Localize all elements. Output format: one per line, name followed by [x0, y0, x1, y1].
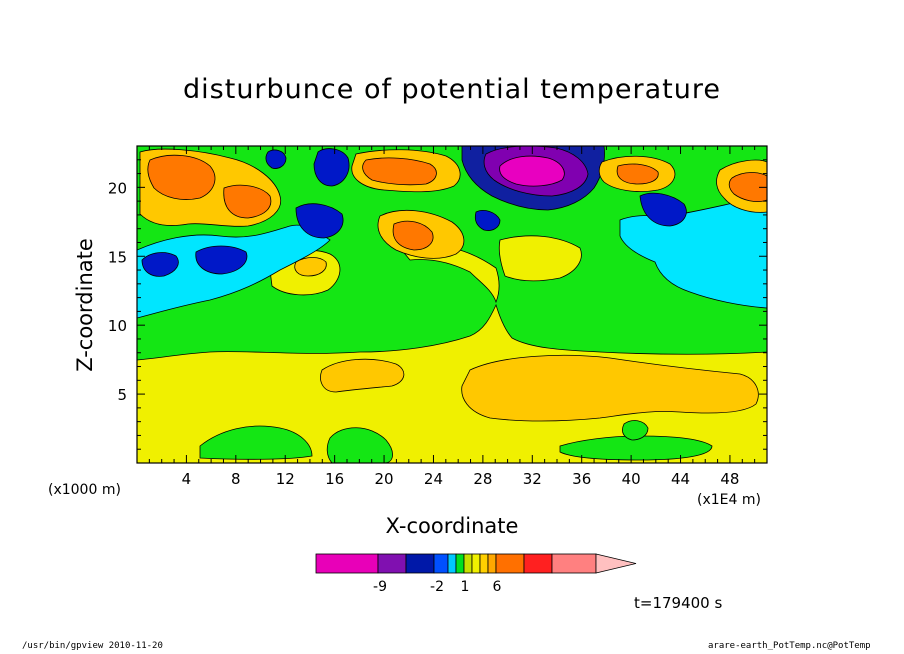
- footer-left: /usr/bin/gpview 2010-11-20: [22, 641, 163, 651]
- region-blue-patch: [474, 210, 501, 231]
- x-tick-label: 28: [473, 470, 492, 488]
- x-tick-label: 44: [671, 470, 690, 488]
- x-tick-label: 16: [325, 470, 344, 488]
- region-light-orange-lower: [320, 358, 405, 393]
- colorbar: -9 -2 1 6: [315, 553, 637, 595]
- x-tick-label: 48: [720, 470, 739, 488]
- region-orange-patch: [392, 220, 434, 251]
- colorbar-swatch: [495, 553, 525, 574]
- x-tick-label: 36: [572, 470, 591, 488]
- region-orange-patch: [223, 184, 272, 219]
- region-green-bottom: [199, 425, 313, 460]
- colorbar-swatch: [463, 553, 473, 574]
- colorbar-swatch: [551, 553, 597, 574]
- chart-title: disturbunce of potential temperature: [183, 74, 721, 105]
- time-label: t=179400 s: [634, 594, 723, 612]
- x-axis-label: X-coordinate: [385, 514, 519, 538]
- colorbar-swatch: [405, 553, 435, 574]
- colorbar-swatch: [471, 553, 481, 574]
- y-tick-label: 15: [108, 248, 127, 266]
- x-unit-label: (x1000 m): [48, 482, 121, 498]
- region-blue-patch: [195, 245, 248, 275]
- region-blue-patch: [265, 149, 287, 169]
- region-orange-patch: [147, 154, 216, 200]
- colorbar-swatch: [433, 553, 449, 574]
- colorbar-swatch: [487, 553, 497, 574]
- plot-frame: [136, 145, 768, 464]
- colorbar-label: 1: [461, 579, 470, 595]
- colorbar-swatch: [447, 553, 457, 574]
- x-tick-label: 8: [231, 470, 241, 488]
- contour-field: [137, 146, 767, 463]
- y-tick-label: 5: [117, 386, 127, 404]
- colorbar-label: 6: [493, 579, 502, 595]
- region-blue-patch: [141, 252, 179, 277]
- x-tick-label: 40: [622, 470, 641, 488]
- x-tick-label: 4: [182, 470, 192, 488]
- region-green-bottom: [622, 420, 649, 441]
- region-orange-patch: [616, 163, 659, 185]
- region-green-bottom: [326, 427, 393, 463]
- region-blue-patch: [639, 192, 687, 227]
- x-tick-label: 32: [523, 470, 542, 488]
- colorbar-swatch: [377, 553, 407, 574]
- region-magenta-core: [499, 155, 565, 187]
- region-orange-patch: [362, 157, 437, 186]
- footer-right: arare-earth_PotTemp.nc@PotTemp: [708, 641, 871, 651]
- colorbar-swatch: [523, 553, 553, 574]
- x-scale-note: (x1E4 m): [697, 492, 761, 508]
- colorbar-swatch: [315, 553, 379, 574]
- colorbar-extension-arrow: [595, 553, 637, 574]
- x-tick-label: 20: [375, 470, 394, 488]
- region-light-orange-lower: [461, 354, 759, 422]
- region-yellow-patch: [498, 235, 582, 282]
- colorbar-label: -9: [373, 579, 387, 595]
- colorbar-swatch: [455, 553, 465, 574]
- region-blue-patch: [295, 203, 344, 239]
- region-orange-patch: [728, 172, 767, 202]
- y-tick-label: 20: [108, 179, 127, 197]
- y-tick-label: 10: [108, 317, 127, 335]
- region-green-bottom: [559, 435, 713, 461]
- x-tick-label: 12: [276, 470, 295, 488]
- colorbar-label: -2: [430, 579, 444, 595]
- x-tick-label: 24: [424, 470, 443, 488]
- colorbar-swatch: [479, 553, 489, 574]
- region-light-orange-patch: [294, 257, 327, 277]
